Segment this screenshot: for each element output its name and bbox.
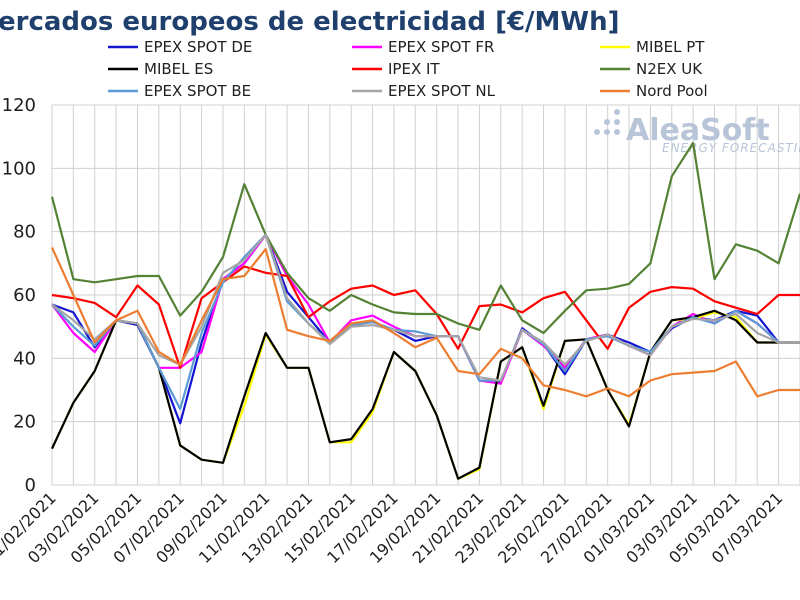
legend-label-epex-spot-nl: EPEX SPOT NL [388, 82, 496, 100]
logo-tagline: ENERGY FORECASTING [662, 141, 800, 155]
grid-lines [51, 104, 800, 486]
series-line-ipex-it [51, 265, 800, 369]
legend-label-mibel-es: MIBEL ES [144, 60, 213, 78]
series-lines [50, 141, 800, 480]
y-tick-label: 0 [25, 475, 36, 496]
legend-label-ipex-it: IPEX IT [388, 60, 440, 78]
legend-label-mibel-pt: MIBEL PT [636, 38, 705, 56]
aleasoft-logo: AleaSoft ENERGY FORECASTING [594, 109, 800, 155]
series-line-mibel-es [51, 309, 800, 480]
y-tick-label: 60 [13, 285, 36, 306]
y-tick-label: 100 [2, 158, 36, 179]
legend-label-n2ex-uk: N2EX UK [636, 60, 703, 78]
y-tick-label: 120 [2, 95, 36, 116]
legend-label-epex-spot-be: EPEX SPOT BE [144, 82, 251, 100]
y-axis-ticks: 0 20 40 60 80 100 120 [2, 95, 36, 496]
legend-label-epex-spot-de: EPEX SPOT DE [144, 38, 252, 56]
logo-dots-icon [594, 109, 620, 135]
series-line-nord-pool [50, 247, 800, 398]
chart-title: ercados europeos de electricidad [€/MWh] [0, 7, 620, 37]
legend-label-epex-spot-fr: EPEX SPOT FR [388, 38, 494, 56]
series-line-epex-spot-fr [51, 233, 800, 385]
legend-label-nord-pool: Nord Pool [636, 82, 708, 100]
y-tick-label: 40 [13, 348, 36, 369]
series-line-n2ex-uk [50, 141, 800, 335]
logo-name: AleaSoft [626, 113, 770, 148]
x-axis-ticks: 01/02/202103/02/202105/02/202107/02/2021… [0, 488, 786, 567]
y-tick-label: 80 [13, 222, 36, 243]
legend: EPEX SPOT DE EPEX SPOT FR MIBEL PT MIBEL ES… [108, 38, 708, 100]
y-tick-label: 20 [13, 412, 36, 433]
